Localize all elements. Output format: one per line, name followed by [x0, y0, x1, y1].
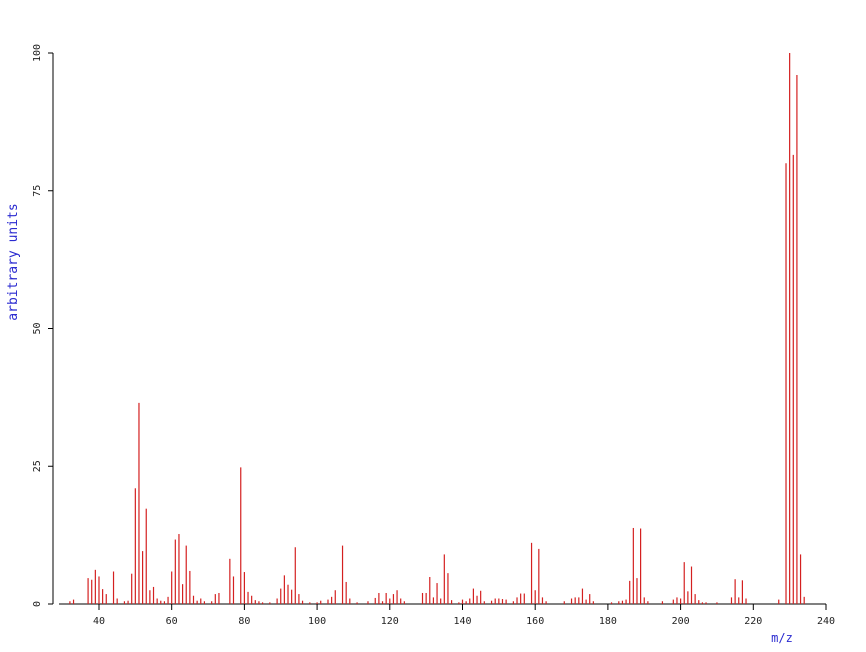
- x-tick-label: 240: [817, 616, 835, 627]
- x-tick-label: 100: [308, 616, 326, 627]
- x-tick-label: 60: [166, 616, 178, 627]
- y-tick-label: 25: [32, 460, 43, 472]
- x-tick-label: 200: [672, 616, 690, 627]
- x-tick-label: 40: [93, 616, 105, 627]
- x-tick-label: 80: [238, 616, 250, 627]
- x-tick-label: 120: [381, 616, 399, 627]
- x-tick-label: 180: [599, 616, 617, 627]
- x-axis-label: m/z: [771, 631, 793, 645]
- x-tick-label: 220: [744, 616, 762, 627]
- y-tick-label: 50: [32, 322, 43, 334]
- y-tick-label: 75: [32, 185, 43, 197]
- y-axis-label: arbitrary units: [6, 203, 21, 320]
- y-tick-label: 100: [32, 44, 43, 62]
- x-tick-label: 160: [526, 616, 544, 627]
- x-tick-label: 140: [453, 616, 471, 627]
- y-tick-label: 0: [32, 601, 43, 607]
